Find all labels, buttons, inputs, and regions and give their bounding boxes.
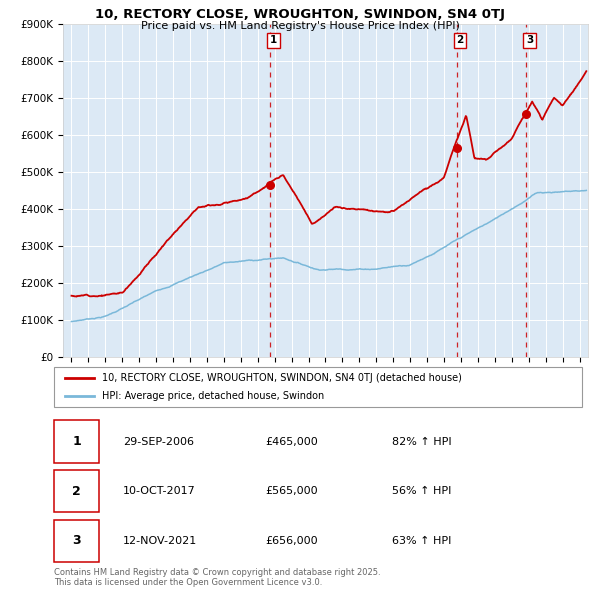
Text: Price paid vs. HM Land Registry's House Price Index (HPI): Price paid vs. HM Land Registry's House …	[140, 21, 460, 31]
FancyBboxPatch shape	[54, 421, 99, 463]
Text: 29-SEP-2006: 29-SEP-2006	[122, 437, 194, 447]
Text: 10, RECTORY CLOSE, WROUGHTON, SWINDON, SN4 0TJ (detached house): 10, RECTORY CLOSE, WROUGHTON, SWINDON, S…	[101, 373, 461, 383]
Text: 56% ↑ HPI: 56% ↑ HPI	[392, 486, 451, 496]
Text: Contains HM Land Registry data © Crown copyright and database right 2025.
This d: Contains HM Land Registry data © Crown c…	[54, 568, 380, 587]
Text: 2: 2	[457, 35, 464, 45]
Text: 2: 2	[72, 484, 81, 498]
Text: £656,000: £656,000	[265, 536, 318, 546]
Text: 3: 3	[72, 535, 81, 548]
Text: 10, RECTORY CLOSE, WROUGHTON, SWINDON, SN4 0TJ: 10, RECTORY CLOSE, WROUGHTON, SWINDON, S…	[95, 8, 505, 21]
Text: 3: 3	[526, 35, 533, 45]
Text: 12-NOV-2021: 12-NOV-2021	[122, 536, 197, 546]
Text: 63% ↑ HPI: 63% ↑ HPI	[392, 536, 451, 546]
Text: HPI: Average price, detached house, Swindon: HPI: Average price, detached house, Swin…	[101, 391, 324, 401]
Text: 1: 1	[72, 435, 81, 448]
Text: 1: 1	[270, 35, 277, 45]
Text: £565,000: £565,000	[265, 486, 318, 496]
Text: 10-OCT-2017: 10-OCT-2017	[122, 486, 196, 496]
FancyBboxPatch shape	[54, 470, 99, 512]
Text: 82% ↑ HPI: 82% ↑ HPI	[392, 437, 452, 447]
FancyBboxPatch shape	[54, 520, 99, 562]
Text: £465,000: £465,000	[265, 437, 318, 447]
